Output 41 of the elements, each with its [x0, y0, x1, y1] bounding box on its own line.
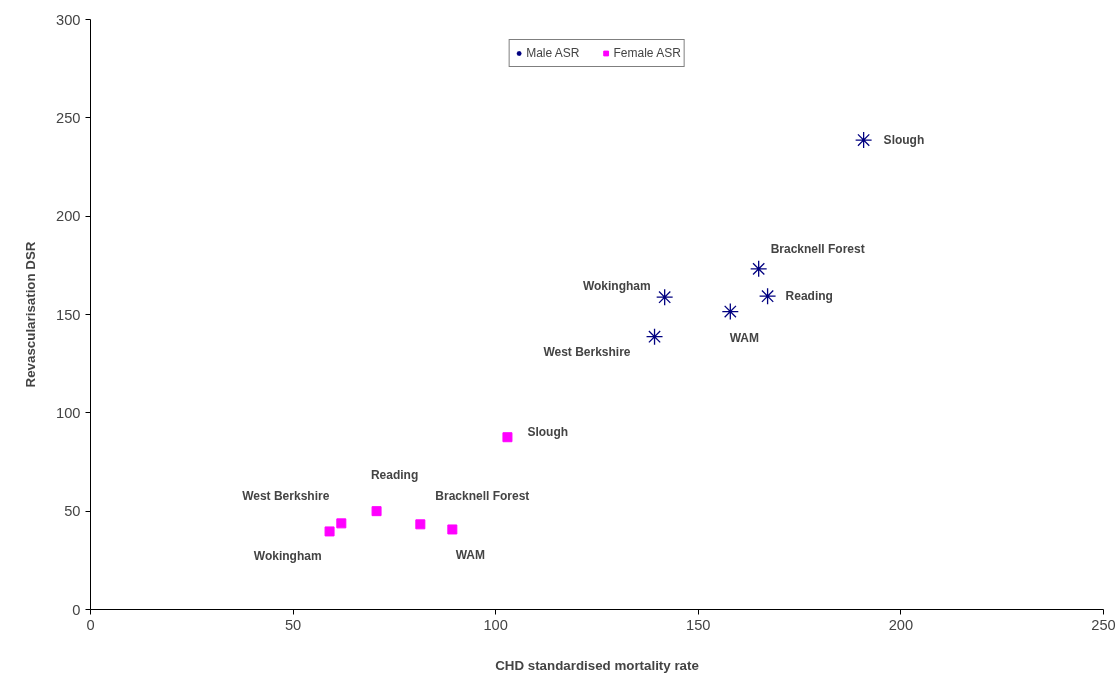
- annotation: West Berkshire: [242, 489, 330, 504]
- x-axis-title: CHD standardised mortality rate: [495, 657, 699, 673]
- point: [324, 526, 335, 537]
- annotation: Bracknell Forest: [435, 489, 530, 504]
- point: [371, 506, 382, 517]
- annotation: West Berkshire: [543, 344, 631, 359]
- x-tick-label: 150: [686, 616, 711, 633]
- annotation: Wokingham: [253, 549, 322, 564]
- point: [645, 328, 664, 346]
- annotation: Bracknell Forest: [770, 241, 865, 256]
- point: [758, 287, 777, 305]
- y-tick-label: 0: [72, 601, 81, 618]
- x-tick-label: 250: [1091, 616, 1116, 633]
- point: [750, 260, 768, 278]
- annotation: Reading: [370, 468, 419, 483]
- y-tick-label: 200: [56, 208, 81, 225]
- point: [415, 519, 426, 530]
- y-tick-label: 50: [64, 503, 81, 520]
- annotation: Reading: [785, 289, 833, 304]
- y-tick-label: 150: [56, 306, 81, 323]
- x-tick-label: 200: [888, 616, 914, 633]
- point: [502, 432, 513, 443]
- x-tick-label: 100: [483, 616, 508, 633]
- annotation: Slough: [883, 133, 925, 148]
- x-tick-label: 0: [86, 616, 95, 633]
- point: [656, 288, 674, 306]
- x-tick-label: 50: [284, 616, 302, 633]
- y-tick-label: 100: [56, 404, 81, 421]
- legend-label: Female ASR: [613, 46, 681, 60]
- point: [336, 518, 347, 529]
- annotation: WAM: [729, 330, 759, 345]
- point: [447, 524, 458, 535]
- annotation: Wokingham: [582, 279, 651, 294]
- annotation: Slough: [527, 425, 569, 440]
- point: [721, 302, 739, 321]
- y-tick-label: 250: [56, 109, 81, 126]
- annotation: WAM: [455, 548, 486, 563]
- y-tick-label: 300: [56, 11, 81, 28]
- legend-label: Male ASR: [526, 46, 580, 60]
- point: [854, 131, 873, 149]
- y-axis-title: Revascularisation DSR: [23, 241, 39, 388]
